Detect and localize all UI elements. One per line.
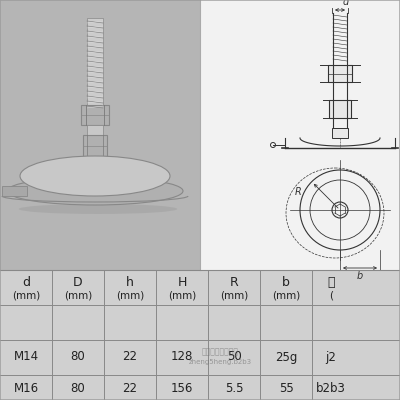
Text: j2: j2 [326,350,336,364]
Bar [83,135,107,157]
Text: 22: 22 [122,382,138,394]
Bar [200,0,400,270]
Bar [0,0,200,270]
Text: b: b [282,276,290,290]
Text: 55: 55 [279,382,293,394]
Text: 5.5: 5.5 [225,382,243,394]
Ellipse shape [19,204,177,214]
Text: 自: 自 [327,276,335,290]
Bar [2,186,27,196]
Text: (mm): (mm) [168,291,196,301]
Text: 50: 50 [227,350,241,364]
Text: (mm): (mm) [64,291,92,301]
Text: 湖州核能物流设备: 湖州核能物流设备 [202,348,238,356]
Text: 156: 156 [171,382,193,394]
Bar [0,270,400,400]
Text: d: d [343,0,349,7]
Text: M14: M14 [14,350,38,364]
Text: (: ( [329,291,333,301]
Text: h: h [126,276,134,290]
Text: M16: M16 [14,382,38,394]
Text: D: D [73,276,83,290]
Ellipse shape [20,156,170,196]
Ellipse shape [7,177,183,205]
Text: (mm): (mm) [12,291,40,301]
Text: 80: 80 [71,350,85,364]
Polygon shape [105,159,160,171]
Text: R: R [294,187,301,197]
Text: (mm): (mm) [220,291,248,301]
Bar [81,105,109,125]
Bar [328,65,352,82]
Text: b: b [357,271,363,281]
Text: d: d [22,276,30,290]
Text: R: R [230,276,238,290]
Text: 80: 80 [71,382,85,394]
Bar [0,270,400,400]
Bar [87,18,103,108]
Text: (mm): (mm) [272,291,300,301]
Text: 25g: 25g [275,350,297,364]
Polygon shape [35,159,85,171]
Text: (mm): (mm) [116,291,144,301]
Text: H: H [177,276,187,290]
Bar [87,125,103,135]
Text: 128: 128 [171,350,193,364]
Bar [329,100,351,118]
Text: b2b3: b2b3 [316,382,346,394]
Bar [332,128,348,138]
Text: zheng5heng.b2b3: zheng5heng.b2b3 [188,359,252,365]
Text: 22: 22 [122,350,138,364]
